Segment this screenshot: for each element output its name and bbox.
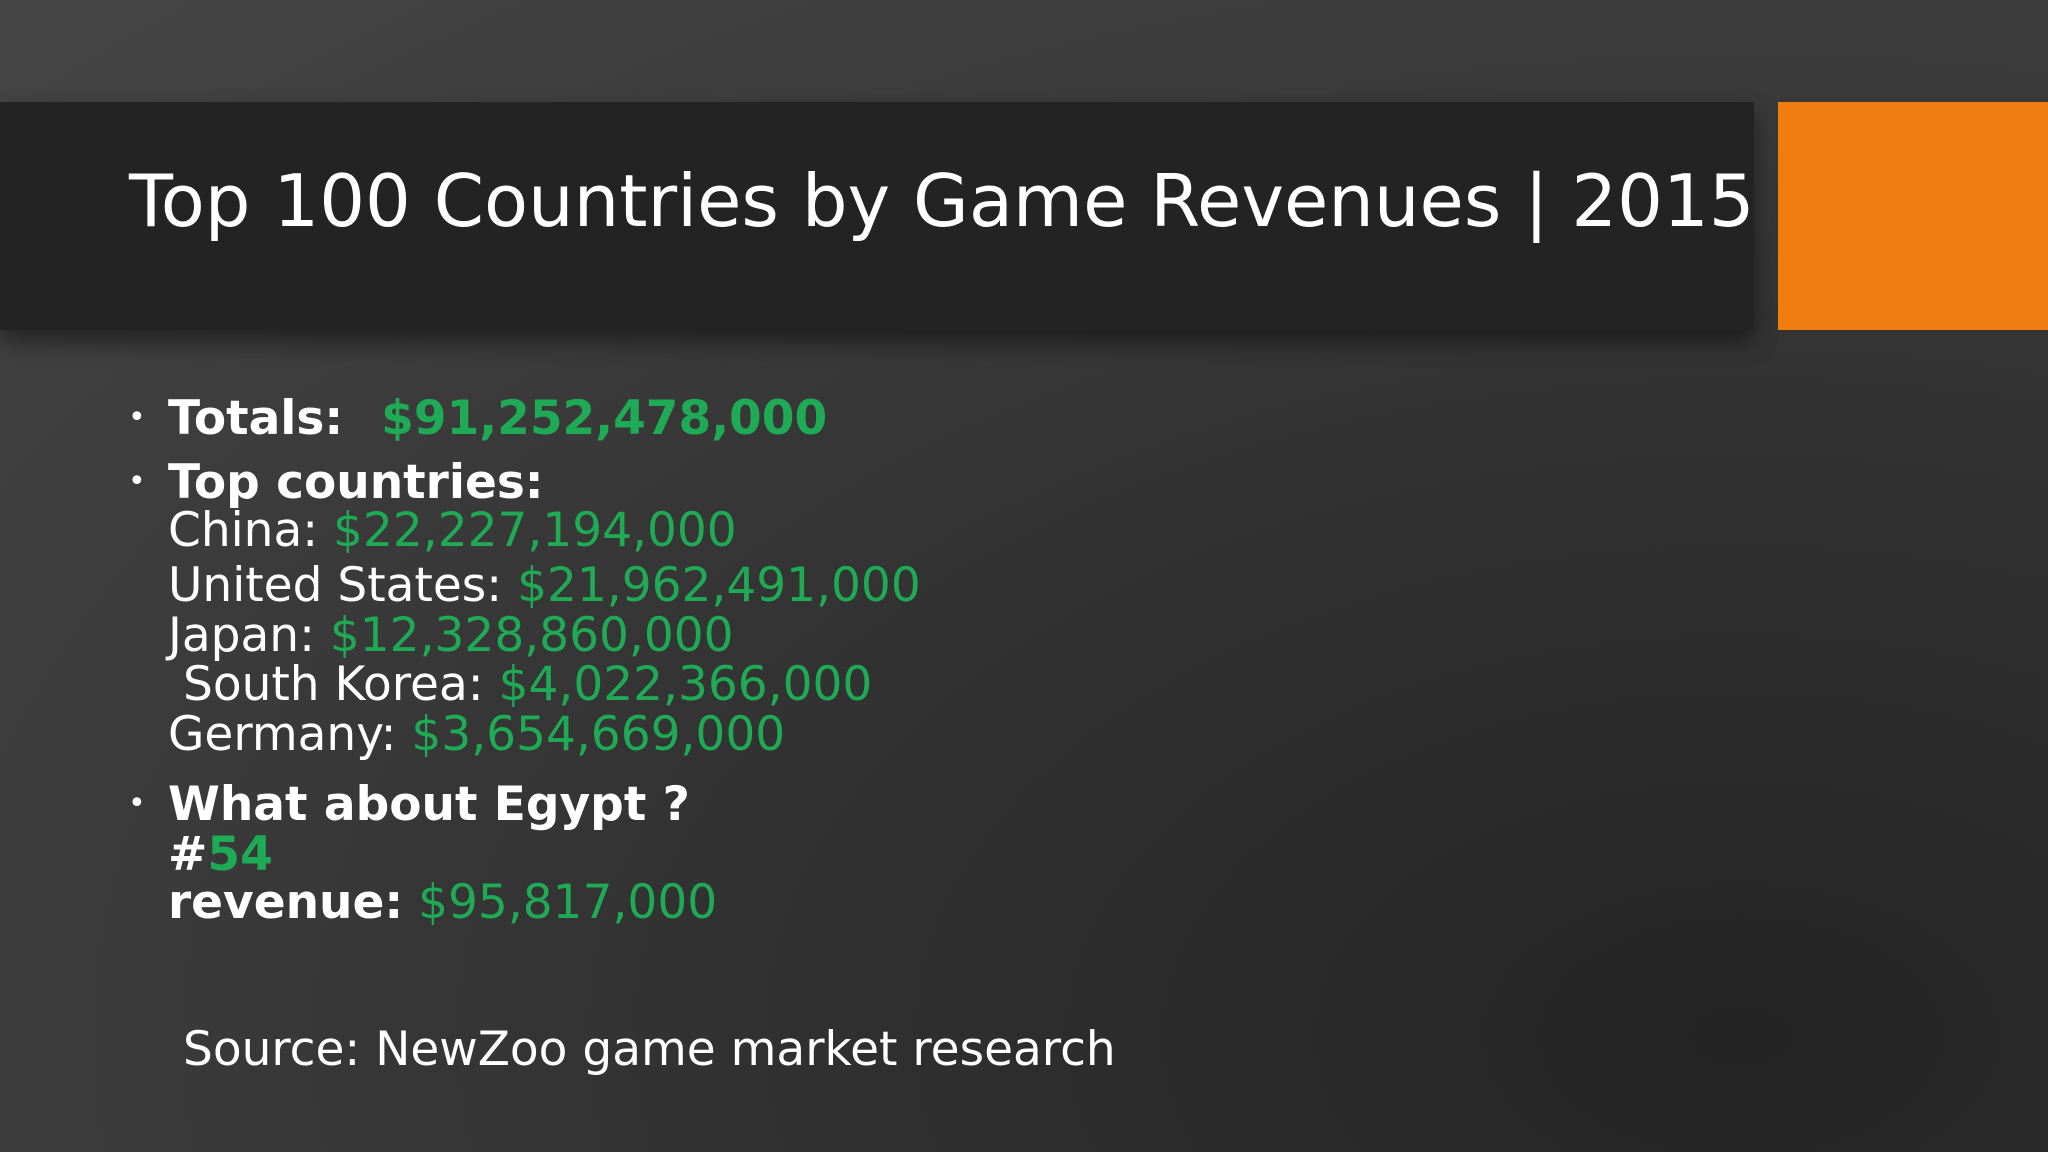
country-name: United States:: [168, 558, 503, 613]
country-row-south-korea: South Korea: $4,022,366,000: [183, 661, 872, 708]
bullet-marker: •: [128, 786, 146, 821]
country-row-united-states: United States: $21,962,491,000: [168, 562, 921, 609]
title-bar: [0, 102, 1754, 330]
accent-block: [1778, 102, 2048, 330]
country-row-japan: Japan: $12,328,860,000: [168, 612, 734, 659]
egypt-revenue: revenue: $95,817,000: [168, 879, 717, 926]
source-note: Source: NewZoo game market research: [183, 1022, 1116, 1077]
revenue-value: $95,817,000: [418, 875, 718, 930]
totals-label: Totals:: [168, 391, 344, 446]
country-value: $4,022,366,000: [498, 657, 873, 712]
bullet-marker: •: [128, 400, 146, 435]
country-value: $3,654,669,000: [411, 707, 786, 762]
country-row-china: China: $22,227,194,000: [168, 507, 737, 554]
totals-line: Totals: $91,252,478,000: [168, 395, 827, 442]
egypt-question: What about Egypt ?: [168, 777, 690, 832]
country-name: Germany:: [168, 707, 397, 762]
revenue-label: revenue:: [168, 875, 404, 930]
country-value: $12,328,860,000: [329, 608, 734, 663]
country-value: $22,227,194,000: [333, 503, 737, 558]
country-name: Japan:: [168, 608, 315, 663]
top-countries-label: Top countries:: [168, 455, 544, 510]
slide-title: Top 100 Countries by Game Revenues | 201…: [129, 159, 1755, 243]
totals-value: $91,252,478,000: [381, 391, 828, 446]
country-value: $21,962,491,000: [517, 558, 921, 613]
country-row-germany: Germany: $3,654,669,000: [168, 711, 785, 758]
country-name: China:: [168, 503, 319, 558]
bullet-marker: •: [128, 464, 146, 499]
rank-prefix: #: [168, 827, 208, 882]
egypt-rank: #54: [168, 831, 273, 878]
rank-value: 54: [207, 827, 273, 882]
country-name: South Korea:: [183, 657, 484, 712]
